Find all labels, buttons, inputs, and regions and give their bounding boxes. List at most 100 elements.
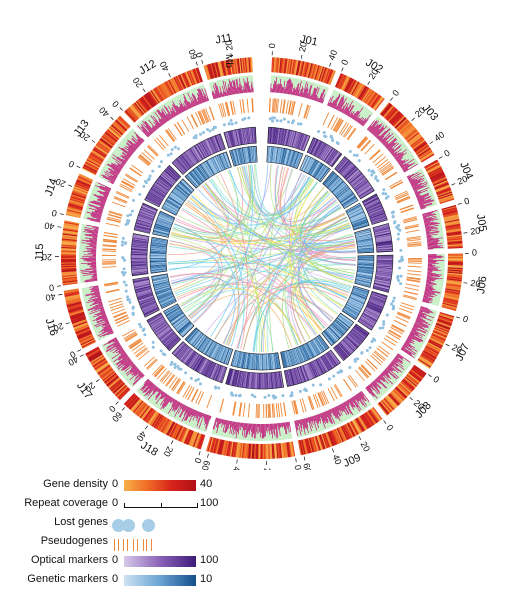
lost-gene-dot bbox=[253, 395, 257, 399]
optical-marker-bin bbox=[143, 307, 159, 316]
gene-density-bin bbox=[444, 294, 459, 300]
gene-density-bin bbox=[165, 421, 175, 436]
repeat-coverage-bar bbox=[385, 368, 396, 379]
genetic-track-outline bbox=[161, 178, 195, 216]
pseudogene-mark bbox=[251, 98, 254, 113]
repeat-coverage-bar bbox=[427, 259, 444, 261]
optical-marker-bin bbox=[228, 131, 233, 147]
genetic-marker-bin bbox=[280, 148, 285, 165]
genetic-marker-bin bbox=[159, 295, 175, 303]
gene-density-bin bbox=[301, 439, 306, 455]
pseudogene-mark bbox=[357, 137, 368, 149]
gene-density-bin bbox=[196, 67, 204, 83]
gene-density-bin bbox=[397, 384, 410, 397]
repeat-coverage-bar bbox=[413, 324, 425, 330]
optical-marker-bin bbox=[373, 284, 390, 290]
genetic-marker-bin bbox=[348, 299, 364, 307]
lost-gene-dot bbox=[126, 298, 130, 302]
lost-gene-dot bbox=[393, 221, 397, 225]
pseudogene-mark bbox=[271, 403, 274, 418]
optical-marker-bin bbox=[321, 356, 331, 371]
repeat-coverage-bar bbox=[426, 230, 440, 234]
optical-marker-bin bbox=[346, 335, 359, 347]
gene-density-bin bbox=[207, 436, 213, 452]
gene-density-bin bbox=[405, 375, 418, 387]
optical-track-outline bbox=[334, 156, 375, 200]
repeat-coverage-bar bbox=[353, 111, 360, 120]
repeat-coverage-bar bbox=[355, 394, 364, 406]
repeat-coverage-bar bbox=[138, 371, 142, 375]
gene-density-bin bbox=[229, 59, 233, 75]
repeat-coverage-bar bbox=[278, 84, 280, 93]
gene-density-bin bbox=[209, 437, 215, 453]
genetic-marker-bin bbox=[350, 294, 366, 302]
optical-marker-bin bbox=[289, 369, 294, 386]
gene-density-bin bbox=[224, 440, 229, 456]
pseudogene-mark bbox=[399, 304, 414, 311]
optical-marker-bin bbox=[243, 128, 247, 145]
genetic-marker-bin bbox=[330, 324, 343, 337]
gene-density-bin bbox=[79, 173, 94, 182]
optical-marker-bin bbox=[293, 131, 299, 148]
lost-gene-dot bbox=[385, 313, 389, 317]
repeat-coverage-bar bbox=[205, 415, 211, 431]
genetic-marker-bin bbox=[355, 278, 372, 283]
genetic-marker-bin bbox=[155, 288, 172, 294]
optical-marker-bin bbox=[337, 158, 349, 172]
repeat-coverage-bar bbox=[124, 359, 132, 366]
pseudogene-mark bbox=[102, 240, 117, 243]
repeat-coverage-bar bbox=[337, 98, 345, 111]
repeat-coverage-bar bbox=[277, 83, 279, 93]
optical-marker-bin bbox=[349, 332, 363, 344]
genetic-marker-bin bbox=[306, 342, 316, 357]
optical-marker-bin bbox=[376, 246, 393, 249]
optical-marker-bin bbox=[141, 304, 157, 312]
genetic-marker-bin bbox=[213, 344, 222, 360]
genetic-marker-bin bbox=[178, 182, 192, 194]
gene-density-bin bbox=[123, 110, 136, 123]
repeat-coverage-bar bbox=[332, 408, 338, 418]
gene-density-bin bbox=[412, 365, 426, 376]
optical-marker-bin bbox=[278, 128, 282, 145]
gene-density-bin bbox=[441, 304, 457, 310]
optical-marker-bin bbox=[164, 169, 177, 182]
repeat-coverage-bar bbox=[80, 269, 97, 271]
genetic-marker-bin bbox=[234, 351, 240, 367]
synteny-link bbox=[292, 187, 325, 329]
optical-marker-bin bbox=[362, 313, 377, 322]
genetic-marker-bin bbox=[164, 305, 179, 314]
optical-marker-bin bbox=[142, 204, 158, 212]
repeat-coverage-bar bbox=[127, 139, 138, 149]
genetic-marker-bin bbox=[226, 348, 232, 365]
repeat-coverage-bar bbox=[412, 182, 423, 188]
gene-density-bin bbox=[349, 421, 358, 436]
genetic-marker-bin bbox=[164, 202, 179, 212]
genetic-marker-bin bbox=[176, 184, 190, 196]
lost-gene-dot bbox=[122, 280, 126, 284]
repeat-coverage-bar bbox=[412, 181, 428, 189]
repeat-coverage-bar bbox=[155, 120, 161, 127]
genetic-marker-bin bbox=[150, 252, 167, 255]
repeat-coverage-bar bbox=[377, 376, 381, 380]
repeat-coverage-bar bbox=[93, 320, 109, 327]
repeat-coverage-bar bbox=[160, 391, 164, 396]
repeat-coverage-bar bbox=[335, 406, 342, 417]
repeat-coverage-bar bbox=[419, 308, 434, 314]
pseudogene-mark bbox=[400, 207, 415, 214]
gene-density-bin bbox=[271, 443, 274, 459]
repeat-coverage-bar bbox=[219, 91, 222, 98]
optical-marker-bin bbox=[346, 168, 359, 181]
gene-density-bin bbox=[425, 345, 440, 354]
repeat-coverage-bar bbox=[135, 143, 140, 147]
repeat-coverage-bar bbox=[427, 272, 436, 275]
gene-density-bin bbox=[141, 96, 152, 110]
gene-density-bin bbox=[145, 93, 156, 107]
gene-density-bin bbox=[292, 59, 297, 75]
repeat-coverage-bar bbox=[130, 144, 137, 150]
optical-marker-bin bbox=[227, 368, 233, 385]
gene-density-bin bbox=[110, 380, 123, 392]
repeat-coverage-bar bbox=[388, 147, 393, 152]
repeat-coverage-bar bbox=[427, 259, 434, 260]
lost-gene-dot bbox=[392, 306, 396, 310]
genetic-marker-bin bbox=[241, 147, 246, 164]
